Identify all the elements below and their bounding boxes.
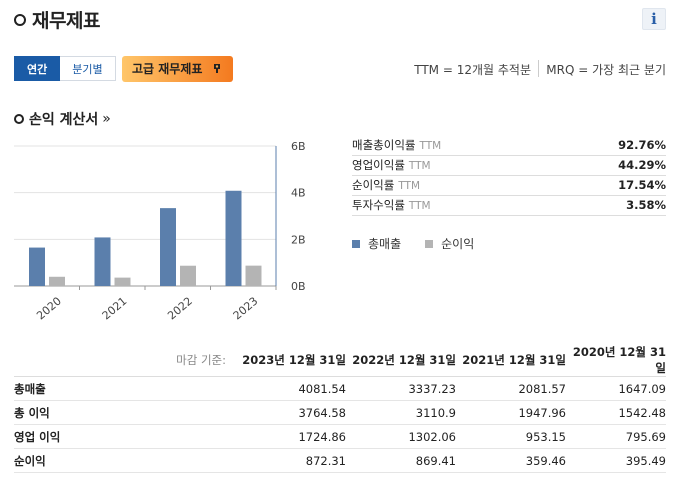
margin-ratios: 매출총이익률 TTM 92.76% 영업이익률 TTM 44.29% 순이익률 TTM… [352,136,666,216]
bar-revenue [225,190,242,286]
ratio-value: 3.58% [626,198,666,212]
table-row: 영업 이익 1724.86 1302.06 953.15 795.69 [14,424,666,449]
bar-revenue [29,247,45,286]
table-cell: 869.41 [346,448,456,473]
legend-label: 순이익 [441,237,475,251]
table-row: 총매출 4081.54 3337.23 2081.57 1647.09 [14,376,666,401]
ratio-label: 매출총이익률 [352,138,416,152]
double-chevron-right-icon: » [102,111,111,127]
column-header: 2022년 12월 31일 [346,344,456,377]
row-label: 순이익 [14,448,234,473]
period-segment: 연간 분기별 [14,56,116,81]
table-cell: 1947.96 [456,400,566,425]
y-tick-label: 2B [291,233,306,246]
column-header: 2023년 12월 31일 [234,344,346,377]
legend-item-net-income[interactable]: 순이익 [425,235,474,252]
y-tick-label: 4B [291,187,306,200]
table-row: 총 이익 3764.58 3110.9 1947.96 1542.48 [14,400,666,425]
table-cell: 3764.58 [234,400,346,425]
bar-net-income [180,265,196,286]
bar-net-income [49,276,65,286]
ratio-row: 영업이익률 TTM 44.29% [352,156,666,176]
page-title: 재무제표 [32,10,100,32]
column-header: 2021년 12월 31일 [456,344,566,377]
ratio-value: 92.76% [618,138,666,152]
circle-bullet-icon [14,114,24,124]
ratio-label: 영업이익률 [352,158,405,172]
x-tick-label: 2022 [165,294,195,322]
bar-revenue [160,208,176,286]
ratio-row: 투자수익률 TTM 3.58% [352,196,666,216]
income-bar-chart: 0B 2B 4B 6B 2020 2021 2022 2023 [14,140,306,322]
y-tick-label: 6B [291,140,306,153]
ratio-value: 44.29% [618,158,666,172]
column-header: 2020년 12월 31일 [566,344,666,377]
ratio-ttm-tag: TTM [398,180,421,192]
bar-net-income [114,277,131,286]
income-statement-title: 손익 계산서 [29,112,99,128]
legend-item-revenue[interactable]: 총매출 [352,235,401,252]
info-button[interactable]: i [642,8,666,30]
ratio-value: 17.54% [618,178,666,192]
legend-swatch [425,239,434,248]
ttm-note: TTM = 12개월 추적분 [414,63,531,77]
income-statement-table: 마감 기준: 2023년 12월 31일 2022년 12월 31일 2021년… [14,344,666,473]
basis-label: 마감 기준: [14,344,234,377]
period-toolbar: 연간 분기별 고급 재무제표 TTM = 12개월 추적분 MRQ = 가장 최… [14,56,666,82]
premium-financials-button[interactable]: 고급 재무제표 [122,56,234,82]
legend-label: 총매출 [368,237,402,251]
ratio-row: 순이익률 TTM 17.54% [352,176,666,196]
table-cell: 1542.48 [566,400,666,425]
circle-bullet-icon [14,13,26,26]
row-label: 총 이익 [14,400,234,425]
table-cell: 795.69 [566,424,666,449]
row-label: 영업 이익 [14,424,234,449]
premium-lock-icon [214,64,221,73]
toolbar-divider [538,60,539,77]
premium-financials-label: 고급 재무제표 [132,62,203,76]
mrq-note: MRQ = 가장 최근 분기 [546,63,666,77]
x-tick-label: 2023 [231,294,261,322]
income-statement-heading[interactable]: 손익 계산서 » [14,109,111,129]
table-cell: 395.49 [566,448,666,473]
y-tick-label: 0B [291,280,306,293]
table-cell: 872.31 [234,448,346,473]
tab-annual[interactable]: 연간 [14,56,61,81]
page-header: 재무제표 i [14,6,666,32]
ratio-ttm-tag: TTM [408,200,431,212]
table-cell: 1724.86 [234,424,346,449]
bar-net-income [245,265,262,286]
bar-revenue [94,237,111,286]
x-tick-label: 2020 [34,294,64,322]
ratio-label: 투자수익률 [352,198,405,212]
ratio-label: 순이익률 [352,178,395,192]
table-cell: 1647.09 [566,376,666,401]
table-header-row: 마감 기준: 2023년 12월 31일 2022년 12월 31일 2021년… [14,344,666,377]
chart-legend: 총매출 순이익 [352,235,498,252]
legend-swatch [352,239,360,248]
ratio-ttm-tag: TTM [419,140,442,152]
ratio-ttm-tag: TTM [408,160,431,172]
table-cell: 3110.9 [346,400,456,425]
row-label: 총매출 [14,376,234,401]
table-cell: 4081.54 [234,376,346,401]
table-row: 순이익 872.31 869.41 359.46 395.49 [14,448,666,473]
table-cell: 3337.23 [346,376,456,401]
table-cell: 359.46 [456,448,566,473]
table-cell: 953.15 [456,424,566,449]
ratio-row: 매출총이익률 TTM 92.76% [352,136,666,156]
tab-quarterly[interactable]: 분기별 [60,56,116,81]
table-cell: 2081.57 [456,376,566,401]
x-tick-label: 2021 [100,294,130,322]
table-cell: 1302.06 [346,424,456,449]
